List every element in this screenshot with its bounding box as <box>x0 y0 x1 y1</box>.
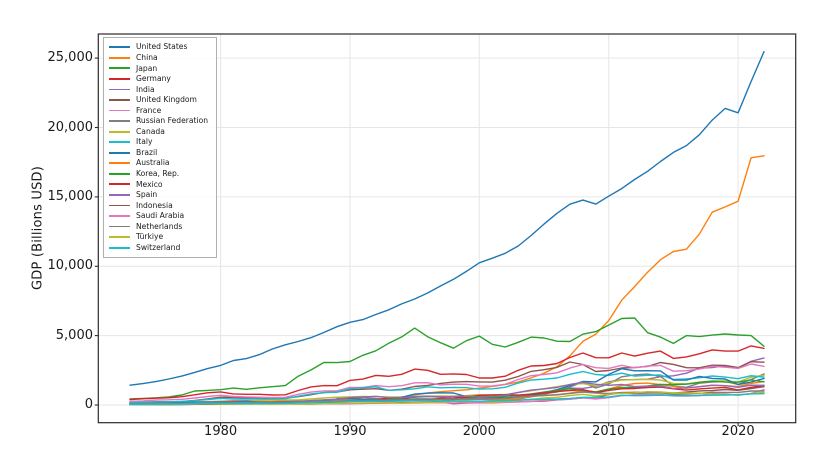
legend-item-netherlands: Netherlands <box>109 221 208 232</box>
series-line-united-kingdom <box>129 361 765 403</box>
legend-item-russian-federation: Russian Federation <box>109 116 208 127</box>
legend-swatch <box>109 88 130 91</box>
legend-swatch <box>109 151 130 154</box>
legend-swatch <box>109 130 130 133</box>
legend-item-japan: Japan <box>109 63 208 74</box>
legend-item-united-states: United States <box>109 42 208 53</box>
x-tick-label: 2000 <box>462 424 496 439</box>
legend-swatch <box>109 204 130 207</box>
legend-swatch <box>109 172 130 175</box>
legend-label: China <box>136 53 158 63</box>
legend-label: Russian Federation <box>136 116 209 126</box>
legend-item-germany: Germany <box>109 74 208 85</box>
legend-item-saudi-arabia: Saudi Arabia <box>109 211 208 222</box>
legend-item-t-rkiye: Türkiye <box>109 232 208 243</box>
y-tick-label: 25,000 <box>47 50 94 66</box>
legend-label: United Kingdom <box>136 95 197 105</box>
legend-item-france: France <box>109 105 208 116</box>
series-line-china <box>129 155 765 404</box>
y-tick-label: 0 <box>84 397 93 412</box>
legend-label: Australia <box>136 158 170 168</box>
legend-swatch <box>109 99 130 101</box>
legend-item-italy: Italy <box>109 137 208 148</box>
legend-swatch <box>109 246 130 249</box>
legend-item-canada: Canada <box>109 126 208 137</box>
legend-swatch <box>109 78 130 80</box>
y-tick-label: 5,000 <box>55 327 93 343</box>
legend-swatch <box>109 56 130 59</box>
legend-swatch <box>109 46 130 49</box>
legend-label: India <box>136 84 155 94</box>
legend-label: France <box>136 105 162 115</box>
legend-label: Switzerland <box>136 242 181 252</box>
legend-label: Netherlands <box>136 221 183 231</box>
legend-swatch <box>109 225 130 228</box>
series-line-france <box>129 363 765 402</box>
legend-label: Spain <box>136 190 158 200</box>
legend-swatch <box>109 141 130 144</box>
legend-swatch <box>109 120 130 122</box>
x-tick-label: 1990 <box>333 424 367 439</box>
legend-swatch <box>109 183 130 186</box>
legend-label: Türkiye <box>136 232 164 242</box>
legend-item-indonesia: Indonesia <box>109 200 208 211</box>
legend-item-brazil: Brazil <box>109 147 208 158</box>
legend-label: Japan <box>136 63 158 73</box>
legend-label: Brazil <box>136 147 158 157</box>
legend-label: Mexico <box>136 179 163 189</box>
legend-swatch <box>109 162 130 165</box>
x-tick-label: 2010 <box>592 424 626 439</box>
y-tick-label: 20,000 <box>47 119 94 135</box>
legend-item-korea-rep: Korea, Rep. <box>109 169 208 180</box>
legend-label: Indonesia <box>136 200 173 210</box>
legend-item-mexico: Mexico <box>109 179 208 190</box>
series-line-japan <box>129 317 765 400</box>
axes-spines <box>97 33 797 424</box>
legend-item-india: India <box>109 84 208 95</box>
legend-item-spain: Spain <box>109 190 208 201</box>
legend-item-australia: Australia <box>109 158 208 169</box>
y-tick-label: 10,000 <box>47 258 94 274</box>
chart-legend: United States China Japan Germany India Unite… <box>103 37 218 258</box>
y-tick-label: 15,000 <box>47 188 94 204</box>
legend-label: Saudi Arabia <box>136 211 185 221</box>
legend-label: Korea, Rep. <box>136 169 180 179</box>
legend-label: United States <box>136 42 188 52</box>
legend-item-united-kingdom: United Kingdom <box>109 95 208 106</box>
series-line-netherlands <box>129 390 765 405</box>
legend-item-china: China <box>109 53 208 64</box>
legend-swatch <box>109 67 130 70</box>
legend-swatch <box>109 215 130 217</box>
legend-swatch <box>109 194 130 196</box>
series-line-switzerland <box>129 393 765 406</box>
series-line-germany <box>129 345 765 401</box>
series-line-united-states <box>129 51 765 386</box>
series-line-italy <box>129 370 765 404</box>
legend-label: Germany <box>136 74 171 84</box>
x-tick-label: 1980 <box>204 424 238 439</box>
legend-item-switzerland: Switzerland <box>109 242 208 253</box>
x-tick-label: 2020 <box>721 424 755 439</box>
legend-swatch <box>109 109 130 112</box>
legend-label: Italy <box>136 137 153 147</box>
legend-label: Canada <box>136 126 165 136</box>
legend-swatch <box>109 236 130 239</box>
